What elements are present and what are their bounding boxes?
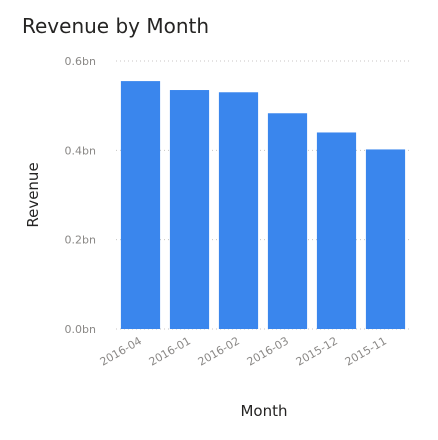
y-axis-ticks: 0.0bn 0.2bn 0.4bn 0.6bn — [65, 55, 96, 336]
x-tick-label: 2016-01 — [147, 334, 193, 368]
bar-2016-01[interactable] — [169, 90, 210, 330]
bar-2015-12[interactable] — [316, 132, 357, 329]
bar-2016-02[interactable] — [218, 92, 259, 330]
y-tick-label: 0.4bn — [65, 144, 96, 157]
x-tick-label: 2015-12 — [294, 334, 340, 368]
bar-2016-04[interactable] — [120, 81, 161, 329]
y-tick-label: 0.0bn — [65, 323, 96, 336]
x-axis-ticks: 2016-04 2016-01 2016-02 2016-03 2015-12 2015-… — [98, 334, 389, 368]
y-tick-label: 0.6bn — [65, 55, 96, 68]
chart-title: Revenue by Month — [22, 14, 210, 38]
bars — [120, 81, 406, 330]
x-tick-label: 2015-11 — [343, 334, 389, 368]
y-axis-label: Revenue — [24, 162, 42, 227]
y-tick-label: 0.2bn — [65, 234, 96, 247]
bar-2016-03[interactable] — [267, 113, 308, 329]
x-tick-label: 2016-02 — [196, 334, 242, 368]
x-tick-label: 2016-04 — [98, 334, 144, 368]
bar-2015-11[interactable] — [365, 149, 406, 329]
x-axis-label: Month — [240, 402, 287, 420]
x-tick-label: 2016-03 — [245, 334, 291, 368]
gridlines — [116, 60, 410, 330]
